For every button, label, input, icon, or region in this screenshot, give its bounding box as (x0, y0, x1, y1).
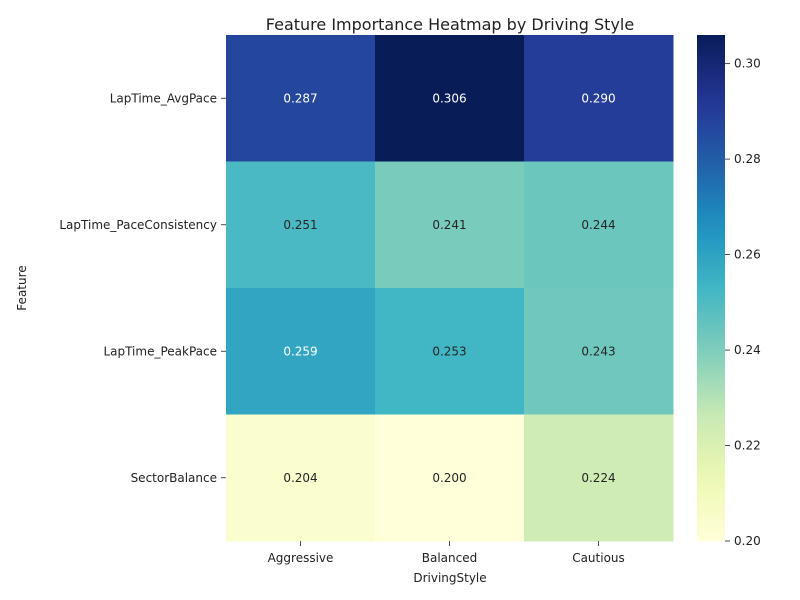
heatmap-cell-value: 0.251 (283, 218, 317, 232)
heatmap-cell (375, 35, 525, 162)
chart-title: Feature Importance Heatmap by Driving St… (266, 15, 634, 34)
heatmap-cell-value: 0.306 (432, 91, 466, 105)
heatmap-cell-value: 0.253 (432, 344, 466, 358)
heatmap-cell-value: 0.241 (432, 218, 466, 232)
colorbar-ticks: 0.20 0.22 0.24 0.26 0.28 0.30 (725, 57, 761, 548)
colorbar (697, 35, 725, 541)
colorbar-tick-label: 0.24 (734, 343, 761, 357)
x-tick-label: Cautious (572, 551, 625, 565)
x-tick-label: Balanced (422, 551, 477, 565)
heatmap-cells: 0.287 0.306 0.290 0.251 0.241 0.244 0.259 0.253… (226, 35, 674, 542)
heatmap-cell (226, 414, 376, 542)
colorbar-tick-label: 0.28 (734, 152, 761, 166)
heatmap-cell (375, 288, 525, 415)
x-axis-ticks: Aggressive Balanced Cautious (268, 541, 625, 565)
heatmap-cell-value: 0.204 (283, 471, 317, 485)
heatmap-cell-value: 0.290 (581, 91, 615, 105)
heatmap-cell-value: 0.287 (283, 91, 317, 105)
heatmap-cell (524, 35, 674, 162)
heatmap-cell (226, 288, 376, 415)
heatmap-cell-value: 0.244 (581, 218, 615, 232)
y-tick-label: LapTime_PaceConsistency (59, 218, 217, 232)
x-tick-label: Aggressive (268, 551, 334, 565)
y-tick-label: SectorBalance (131, 471, 217, 485)
heatmap-cell-value: 0.200 (432, 471, 466, 485)
heatmap-cell-value: 0.243 (581, 344, 615, 358)
heatmap-cell (524, 161, 674, 289)
x-axis-label: DrivingStyle (413, 571, 486, 585)
y-axis-label: Feature (15, 265, 29, 310)
colorbar-tick-label: 0.26 (734, 248, 761, 262)
heatmap-cell (226, 161, 376, 289)
colorbar-tick-label: 0.30 (734, 57, 761, 71)
y-tick-label: LapTime_PeakPace (103, 344, 217, 358)
heatmap-cell (375, 161, 525, 289)
heatmap-cell-value: 0.259 (283, 344, 317, 358)
heatmap-cell (226, 35, 376, 162)
heatmap-cell (524, 288, 674, 415)
y-axis-ticks: LapTime_AvgPace LapTime_PaceConsistency La… (59, 91, 226, 485)
heatmap-cell-value: 0.224 (581, 471, 615, 485)
colorbar-tick-label: 0.22 (734, 439, 761, 453)
colorbar-tick-label: 0.20 (734, 534, 761, 548)
heatmap-cell (524, 414, 674, 542)
y-tick-label: LapTime_AvgPace (110, 91, 217, 105)
heatmap-cell (375, 414, 525, 542)
